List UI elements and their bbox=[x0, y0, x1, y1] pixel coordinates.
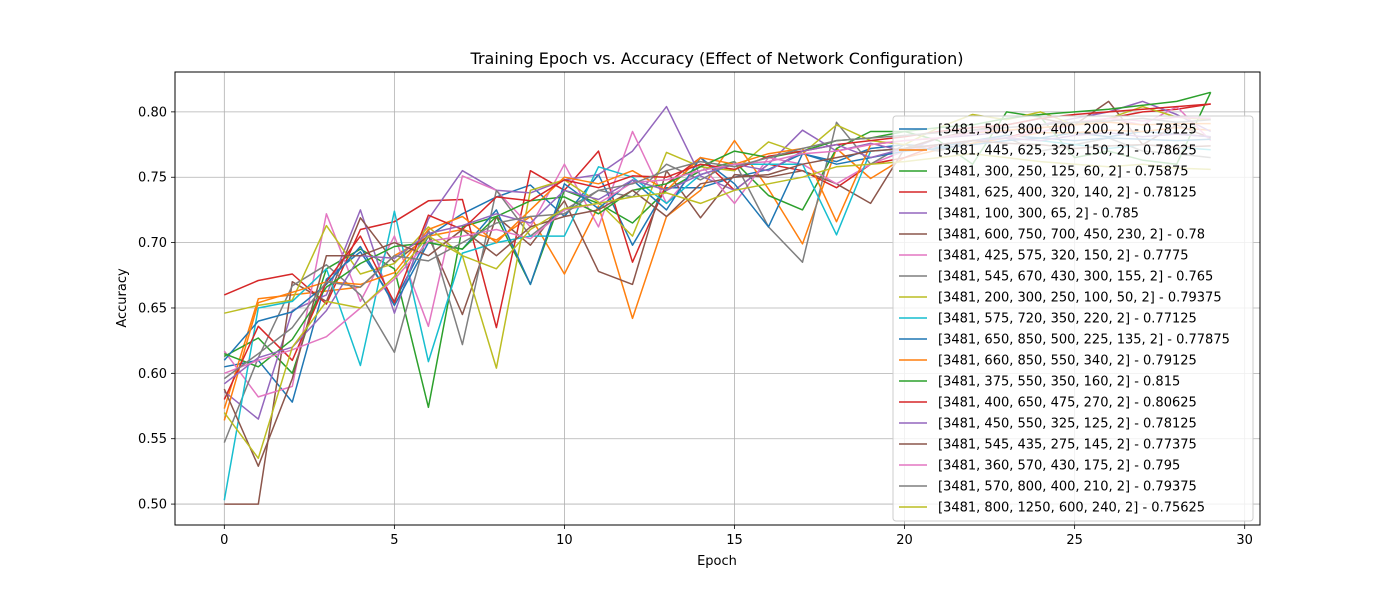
y-tick-label: 0.80 bbox=[138, 105, 167, 120]
legend-label: [3481, 300, 250, 125, 60, 2] - 0.75875 bbox=[938, 165, 1189, 180]
legend-box bbox=[892, 115, 1254, 522]
y-tick-label: 0.50 bbox=[138, 498, 167, 513]
series-line-13 bbox=[224, 91, 1211, 368]
legend-label: [3481, 360, 570, 430, 175, 2] - 0.795 bbox=[938, 459, 1180, 474]
legend-label: [3481, 500, 800, 400, 200, 2] - 0.78125 bbox=[938, 123, 1197, 138]
legend-label: [3481, 650, 850, 500, 225, 135, 2] - 0.7… bbox=[938, 333, 1230, 348]
legend-label: [3481, 570, 800, 400, 210, 2] - 0.79375 bbox=[938, 480, 1197, 495]
chart-title: Training Epoch vs. Accuracy (Effect of N… bbox=[470, 49, 964, 68]
y-tick-label: 0.65 bbox=[138, 301, 167, 316]
x-tick-label: 15 bbox=[726, 533, 743, 548]
legend-label: [3481, 600, 750, 700, 450, 230, 2] - 0.7… bbox=[938, 228, 1205, 243]
y-tick-label: 0.70 bbox=[138, 236, 167, 251]
legend-label: [3481, 660, 850, 550, 340, 2] - 0.79125 bbox=[938, 354, 1197, 369]
legend-label: [3481, 545, 670, 430, 300, 155, 2] - 0.7… bbox=[938, 270, 1213, 285]
legend-label: [3481, 800, 1250, 600, 240, 2] - 0.75625 bbox=[938, 501, 1205, 516]
legend-label: [3481, 450, 550, 325, 125, 2] - 0.78125 bbox=[938, 417, 1197, 432]
y-tick-label: 0.55 bbox=[138, 432, 167, 447]
y-tick-label: 0.60 bbox=[138, 367, 167, 382]
legend-label: [3481, 445, 625, 325, 150, 2] - 0.78625 bbox=[938, 144, 1197, 159]
y-tick-label: 0.75 bbox=[138, 171, 167, 186]
legend-label: [3481, 625, 400, 320, 140, 2] - 0.78125 bbox=[938, 186, 1197, 201]
legend-label: [3481, 200, 300, 250, 100, 50, 2] - 0.79… bbox=[938, 291, 1222, 306]
legend-label: [3481, 425, 575, 320, 150, 2] - 0.7775 bbox=[938, 249, 1189, 264]
x-tick-label: 0 bbox=[220, 533, 228, 548]
legend: [3481, 500, 800, 400, 200, 2] - 0.78125 [… bbox=[892, 115, 1254, 522]
x-tick-label: 20 bbox=[896, 533, 913, 548]
axis-ticks: 0 5 10 15 20 25 30 0.50 0.55 0.60 0.65 0.70 0.75 0.80 bbox=[138, 105, 1253, 548]
x-tick-label: 30 bbox=[1236, 533, 1253, 548]
x-axis-label: Epoch bbox=[697, 554, 737, 569]
legend-label: [3481, 575, 720, 350, 220, 2] - 0.77125 bbox=[938, 312, 1197, 327]
x-tick-label: 25 bbox=[1066, 533, 1083, 548]
y-axis-label: Accuracy bbox=[115, 268, 130, 328]
x-tick-label: 5 bbox=[390, 533, 398, 548]
plot-frame bbox=[174, 71, 1261, 526]
x-tick-label: 10 bbox=[556, 533, 573, 548]
legend-label: [3481, 100, 300, 65, 2] - 0.785 bbox=[938, 207, 1139, 222]
legend-label: [3481, 400, 650, 475, 270, 2] - 0.80625 bbox=[938, 396, 1197, 411]
legend-label: [3481, 375, 550, 350, 160, 2] - 0.815 bbox=[938, 375, 1180, 390]
legend-label: [3481, 545, 435, 275, 145, 2] - 0.77375 bbox=[938, 438, 1197, 453]
